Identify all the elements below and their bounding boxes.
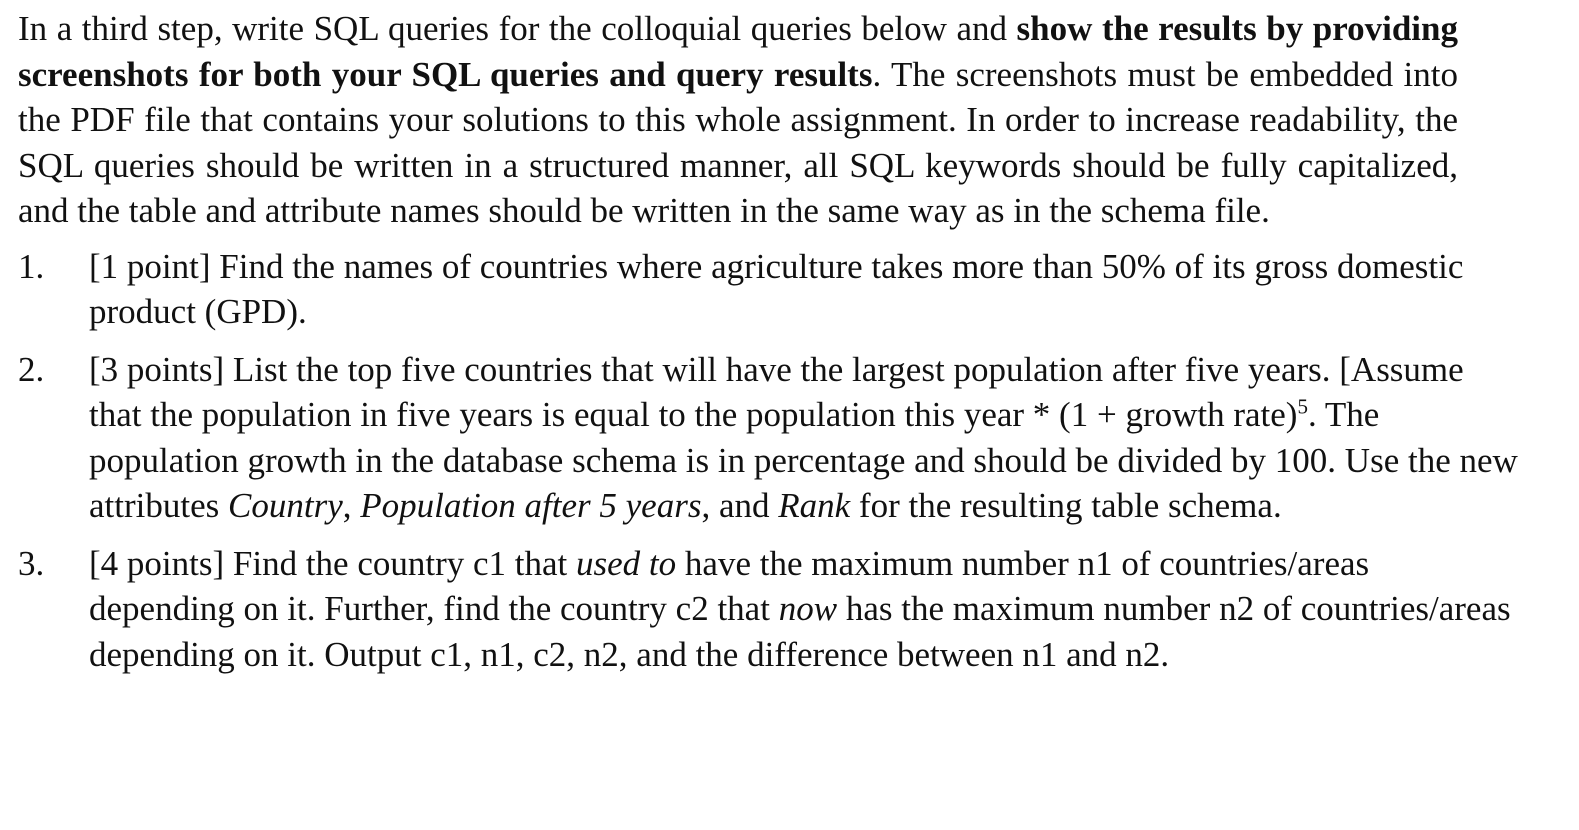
question-2-part-c: , xyxy=(342,486,361,525)
intro-text-2: . The screenshots must be embedded into … xyxy=(18,54,1458,231)
question-text: [1 point] Find the names of countries wh… xyxy=(89,244,1518,335)
exponent: 5 xyxy=(1297,394,1308,419)
question-text: [4 points] Find the country c1 that used… xyxy=(89,541,1518,678)
question-item-3: 3. [4 points] Find the country c1 that u… xyxy=(18,541,1518,678)
question-list: 1. [1 point] Find the names of countries… xyxy=(18,244,1518,678)
question-number: 2. xyxy=(18,349,45,389)
question-3-part-b: have the maximum number n1 of countries/… xyxy=(89,543,1370,629)
question-2-part-e: for the resulting table schema. xyxy=(850,486,1282,525)
question-2-part-d: , and xyxy=(701,486,779,525)
question-text: [3 points] List the top five countries t… xyxy=(89,347,1518,529)
question-1-body: [1 point] Find the names of countries wh… xyxy=(89,246,1464,332)
emphasis-now: now xyxy=(778,589,838,628)
attribute-name-country: Country xyxy=(228,486,343,525)
intro-text-1: In a third step, write SQL queries for t… xyxy=(18,9,1017,48)
question-item-1: 1. [1 point] Find the names of countries… xyxy=(18,244,1518,335)
question-3-part-c: has the maximum number n2 of countries/a… xyxy=(89,589,1511,674)
question-number: 1. xyxy=(18,246,45,286)
attribute-name-rank: Rank xyxy=(778,486,851,525)
question-3-part-a: [4 points] Find the country c1 that xyxy=(89,543,577,583)
question-number: 3. xyxy=(18,543,45,583)
question-2-part-a: [3 points] List the top five countries t… xyxy=(89,349,1464,435)
question-item-2: 2. [3 points] List the top five countrie… xyxy=(18,347,1518,529)
attribute-name-population: Population after 5 years xyxy=(360,486,702,525)
question-2-part-b: . The population growth in the database … xyxy=(89,395,1518,525)
assignment-document: In a third step, write SQL queries for t… xyxy=(18,6,1518,689)
emphasis-used-to: used to xyxy=(576,543,677,583)
intro-bold-instruction: show the results by providing screenshot… xyxy=(18,9,1458,94)
intro-paragraph: In a third step, write SQL queries for t… xyxy=(18,6,1458,234)
